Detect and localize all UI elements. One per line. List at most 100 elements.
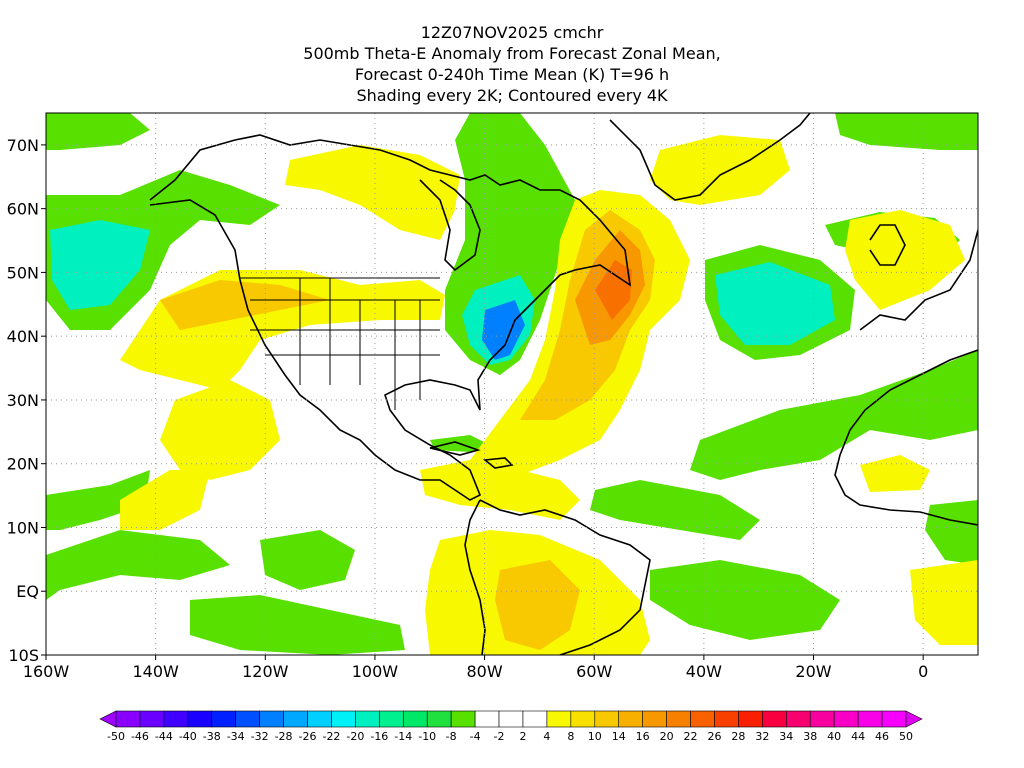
green-region-tropics bbox=[590, 480, 760, 540]
title-line-4: Shading every 2K; Contoured every 4K bbox=[356, 86, 668, 105]
colorbar-box bbox=[163, 710, 189, 728]
yellow-region-canada-north bbox=[285, 145, 460, 240]
colorbar-label: -22 bbox=[322, 730, 340, 743]
colorbar-label: 20 bbox=[660, 730, 674, 743]
lon-tick-label: 120W bbox=[242, 662, 289, 681]
colorbar-label: -34 bbox=[227, 730, 245, 743]
colorbar-label: 16 bbox=[636, 730, 650, 743]
red-orange-region-atlantic bbox=[595, 260, 632, 320]
colorbar-box bbox=[881, 710, 907, 728]
colorbar-box bbox=[690, 710, 715, 728]
lat-tick-label: 30N bbox=[7, 391, 39, 410]
colorbar-box bbox=[738, 710, 763, 728]
colorbar-label: 2 bbox=[519, 730, 526, 743]
lat-tick-label: 10N bbox=[7, 518, 39, 537]
lon-tick-label: 20W bbox=[795, 662, 831, 681]
colorbar-box bbox=[714, 710, 739, 728]
colorbar-label: -10 bbox=[418, 730, 436, 743]
colorbar-label: -44 bbox=[155, 730, 173, 743]
colorbar-label: -20 bbox=[346, 730, 364, 743]
colorbar-label: 22 bbox=[684, 730, 698, 743]
lat-tick-label: 10S bbox=[8, 646, 39, 665]
colorbar-label: 34 bbox=[779, 730, 793, 743]
cyan-region-alaska bbox=[50, 220, 150, 310]
colorbar-arrow-right bbox=[905, 710, 923, 728]
colorbar-label: -26 bbox=[299, 730, 317, 743]
green-region-pacific-south bbox=[46, 530, 230, 600]
coast-hispaniola bbox=[482, 457, 514, 469]
coast-north-america bbox=[149, 134, 632, 501]
colorbar-box bbox=[450, 710, 476, 728]
coast-africa bbox=[834, 349, 978, 526]
colorbar-box bbox=[115, 710, 141, 728]
colorbar-label: -32 bbox=[251, 730, 269, 743]
colorbar-box bbox=[594, 710, 620, 728]
colorbar-box bbox=[355, 710, 380, 728]
colorbar-box bbox=[331, 710, 356, 728]
lon-tick-label: 160W bbox=[23, 662, 70, 681]
yellow-region-africa-south bbox=[910, 560, 978, 645]
colorbar-box bbox=[259, 710, 284, 728]
yellow-region-caribbean bbox=[420, 460, 580, 520]
coast-south-america bbox=[464, 499, 651, 655]
colorbar-label: 8 bbox=[567, 730, 574, 743]
colorbar-label: 46 bbox=[875, 730, 889, 743]
title-line-2: 500mb Theta-E Anomaly from Forecast Zona… bbox=[303, 44, 721, 63]
colorbar-label: -50 bbox=[107, 730, 125, 743]
colorbar-box bbox=[618, 710, 643, 728]
green-region-pacific bbox=[46, 470, 150, 530]
colorbar-box bbox=[857, 710, 883, 728]
colorbar-label: -40 bbox=[179, 730, 197, 743]
colorbar-label: -4 bbox=[470, 730, 481, 743]
colorbar-box bbox=[666, 710, 691, 728]
lon-tick-label: 40W bbox=[686, 662, 722, 681]
coast-cuba bbox=[429, 441, 481, 456]
yellow-region-greenland bbox=[650, 135, 790, 205]
colorbar-box bbox=[187, 710, 213, 728]
coastlines bbox=[149, 113, 978, 655]
title-line-1: 12Z07NOV2025 cmchr bbox=[420, 23, 604, 42]
colorbar-box bbox=[786, 710, 811, 728]
colorbar-box bbox=[426, 710, 452, 728]
colorbar-label: 38 bbox=[803, 730, 817, 743]
plot-frame bbox=[45, 112, 979, 656]
green-region-south-atlantic bbox=[650, 560, 840, 640]
blue-region-east-us bbox=[482, 300, 525, 360]
colorbar-label: -46 bbox=[131, 730, 149, 743]
colorbar-label: -14 bbox=[394, 730, 412, 743]
colorbar-box bbox=[211, 710, 236, 728]
colorbar-label: -8 bbox=[446, 730, 457, 743]
colorbar-box bbox=[546, 710, 572, 728]
colorbar-box bbox=[139, 710, 165, 728]
colorbar-label: -2 bbox=[494, 730, 505, 743]
lon-tick-label: 0 bbox=[918, 662, 928, 681]
coast-greenland bbox=[609, 113, 811, 201]
green-region-arctic-west bbox=[46, 113, 150, 150]
colorbar-box bbox=[283, 710, 308, 728]
colorbar-box bbox=[809, 710, 835, 728]
colorbar: -50 -46 -44 -40 -38 -34 -32 -28 -26 -22 -20 -16 -14-… bbox=[99, 710, 923, 743]
green-region-pacific-eq bbox=[190, 595, 405, 655]
title-line-3: Forecast 0-240h Time Mean (K) T=96 h bbox=[354, 65, 670, 84]
colorbar-box bbox=[570, 710, 596, 728]
green-region-pacific-central bbox=[260, 530, 355, 590]
lon-tick-label: 60W bbox=[576, 662, 612, 681]
colorbar-box bbox=[474, 710, 500, 728]
colorbar-label: -28 bbox=[275, 730, 293, 743]
lat-tick-label: 40N bbox=[7, 327, 39, 346]
colorbar-label: 10 bbox=[588, 730, 602, 743]
yellow-region-pacific-band bbox=[120, 470, 210, 530]
colorbar-box bbox=[642, 710, 667, 728]
lon-tick-label: 80W bbox=[466, 662, 502, 681]
colorbar-box bbox=[379, 710, 404, 728]
colorbar-label: 4 bbox=[543, 730, 550, 743]
colorbar-label: 44 bbox=[851, 730, 865, 743]
cyan-region-atlantic bbox=[715, 262, 835, 345]
state-borders bbox=[240, 277, 440, 410]
lon-tick-label: 140W bbox=[132, 662, 179, 681]
lat-tick-label: 50N bbox=[7, 263, 39, 282]
colorbar-label: 26 bbox=[707, 730, 721, 743]
colorbar-box bbox=[307, 710, 332, 728]
